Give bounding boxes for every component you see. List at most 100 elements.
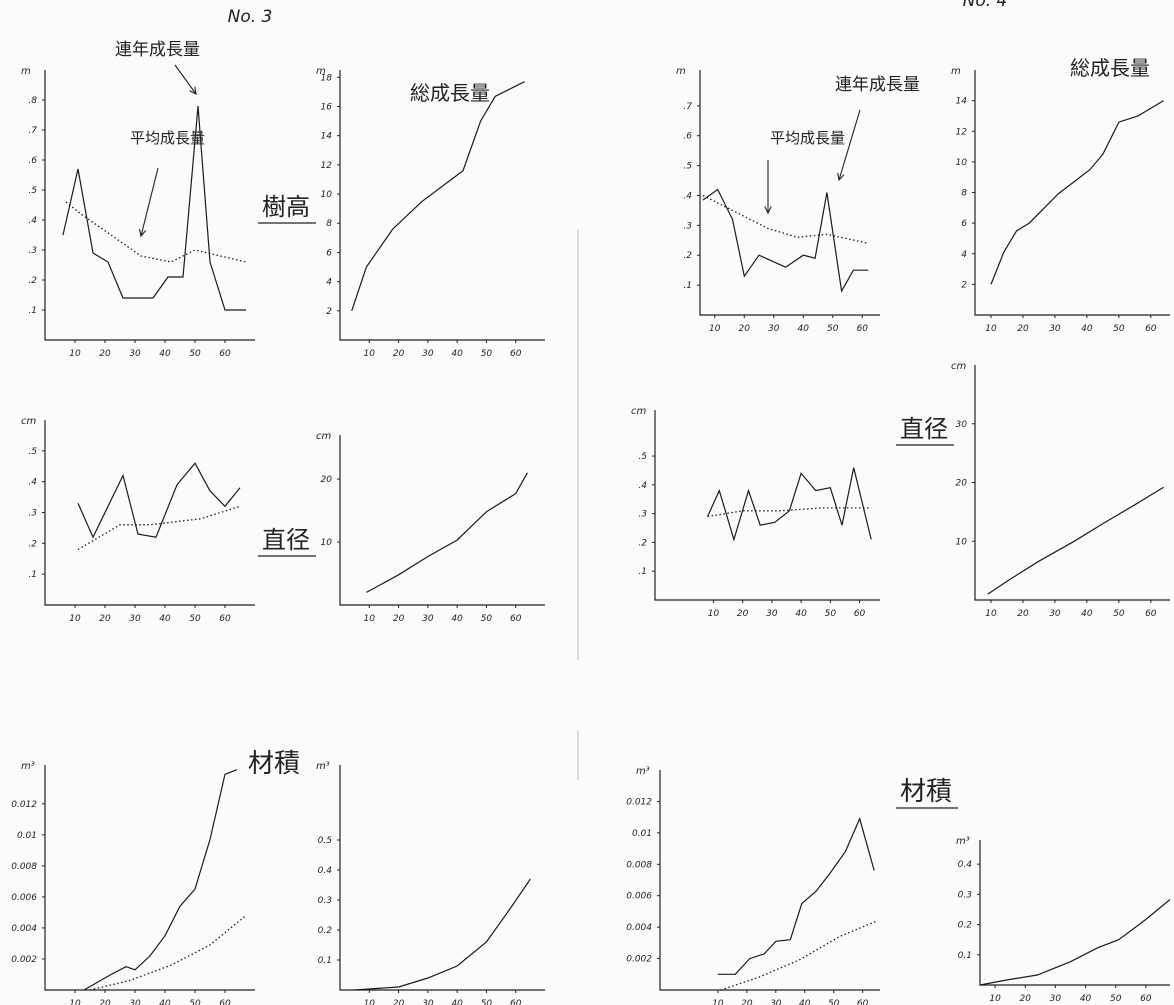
series-line [83,769,238,991]
x-tick-label: 60 [219,999,231,1005]
x-tick-label: 20 [737,609,749,619]
y-tick-label: .5 [28,186,37,196]
chart: m 2 4 6 8 10 12 14 16 18 10 20 30 40 50 60 総成長量 [316,66,545,359]
axes [659,770,880,991]
x-tick-label: 60 [1140,994,1152,1004]
y-tick-label: 0.3 [958,890,973,900]
x-tick-label: 20 [1017,324,1029,334]
sheet-heading: No. 3 [228,7,273,27]
y-tick-label: 10 [321,538,333,548]
y-tick-label: .4 [28,478,37,488]
y-tick-label: 12 [956,127,968,137]
y-tick-label: 0.008 [11,862,37,872]
x-tick-label: 50 [827,324,839,334]
x-tick-label: 40 [1080,994,1092,1004]
y-tick-label: 0.002 [11,955,37,965]
chart: m 2 4 6 8 10 12 14 10 20 30 40 50 60 総成長量 [951,56,1170,334]
x-tick-label: 20 [99,614,111,624]
annotation: 総成長量 [1070,56,1150,80]
series-line [351,81,525,311]
y-tick-label: .7 [683,102,692,112]
series-line [77,505,241,551]
y-tick-label: 0.004 [626,923,652,933]
chart: m³ 0.1 0.2 0.3 0.4 0.5 10 20 30 40 50 60 [316,761,545,1005]
x-tick-label: 40 [451,349,463,359]
unit-label: m³ [21,761,35,772]
y-tick-label: .6 [683,132,692,142]
y-tick-label: 0.012 [11,800,37,810]
x-tick-label: 10 [364,614,376,624]
x-tick-label: 10 [709,324,721,334]
x-tick-label: 60 [219,349,231,359]
y-tick-label: .1 [28,306,37,316]
x-tick-label: 50 [1113,324,1125,334]
y-tick-label: .2 [683,251,692,261]
x-tick-label: 50 [481,349,493,359]
series-line [702,194,869,244]
annotation: 総成長量 [410,81,490,105]
y-tick-label: 6 [326,248,332,258]
x-tick-label: 30 [1049,609,1061,619]
y-tick-label: .4 [28,216,37,226]
axes [44,765,255,991]
unit-label: m³ [636,766,650,777]
annotation: 平均成長量 [770,129,845,147]
x-tick-label: 50 [1113,609,1125,619]
chart: cm .1 .2 .3 .4 .5 10 20 30 40 50 60 直径 [631,406,954,619]
axes [339,435,545,606]
y-tick-label: .1 [638,567,647,577]
x-tick-label: 60 [1145,324,1157,334]
y-tick-label: 20 [956,479,968,489]
unit-label: cm [21,416,36,427]
x-tick-label: 60 [510,614,522,624]
series-line [979,899,1171,986]
series-line [77,462,241,539]
series-line [89,914,247,991]
x-tick-label: 10 [69,349,81,359]
chart: m .1 .2 .3 .4 .5 .6 .7 .8 10 20 30 40 50 60 連年成長量平均成長量樹… [21,40,316,359]
x-tick-label: 30 [422,999,434,1005]
x-tick-label: 60 [857,999,869,1005]
axes [699,70,880,316]
chart: m³ 0.002 0.004 0.006 0.008 0.01 0.012 10 20 30 40 5… [626,766,959,1005]
unit-label: m [676,66,686,77]
y-tick-label: 10 [321,190,333,200]
x-tick-label: 60 [219,614,231,624]
x-tick-label: 10 [708,609,720,619]
unit-label: cm [951,361,966,372]
x-tick-label: 30 [129,614,141,624]
y-tick-label: .3 [28,246,37,256]
y-tick-label: 2 [961,280,967,290]
y-tick-label: .2 [638,538,647,548]
annotation: 直径 [900,415,948,443]
x-tick-label: 20 [393,999,405,1005]
x-tick-label: 20 [739,324,751,334]
axes [44,70,255,341]
y-tick-label: 14 [956,97,968,107]
x-tick-label: 10 [69,999,81,1005]
y-tick-label: 0.3 [318,896,333,906]
y-tick-label: .3 [638,510,647,520]
unit-label: cm [631,406,646,417]
y-tick-label: .5 [638,452,647,462]
y-tick-label: .4 [638,481,647,491]
x-tick-label: 30 [422,349,434,359]
series-line [990,100,1164,285]
y-tick-label: .6 [28,156,37,166]
x-tick-label: 10 [364,349,376,359]
x-tick-label: 20 [393,349,405,359]
unit-label: m [951,66,961,77]
y-tick-label: .5 [28,447,37,457]
y-tick-label: .3 [28,509,37,519]
x-tick-label: 20 [1020,994,1032,1004]
y-tick-label: 0.004 [11,924,37,934]
x-tick-label: 30 [770,999,782,1005]
x-tick-label: 30 [129,999,141,1005]
series-line [354,878,531,991]
y-tick-label: 20 [321,475,333,485]
axes [339,765,545,991]
y-tick-label: 14 [321,132,333,142]
series-line [720,920,878,991]
y-tick-label: 16 [321,102,333,112]
